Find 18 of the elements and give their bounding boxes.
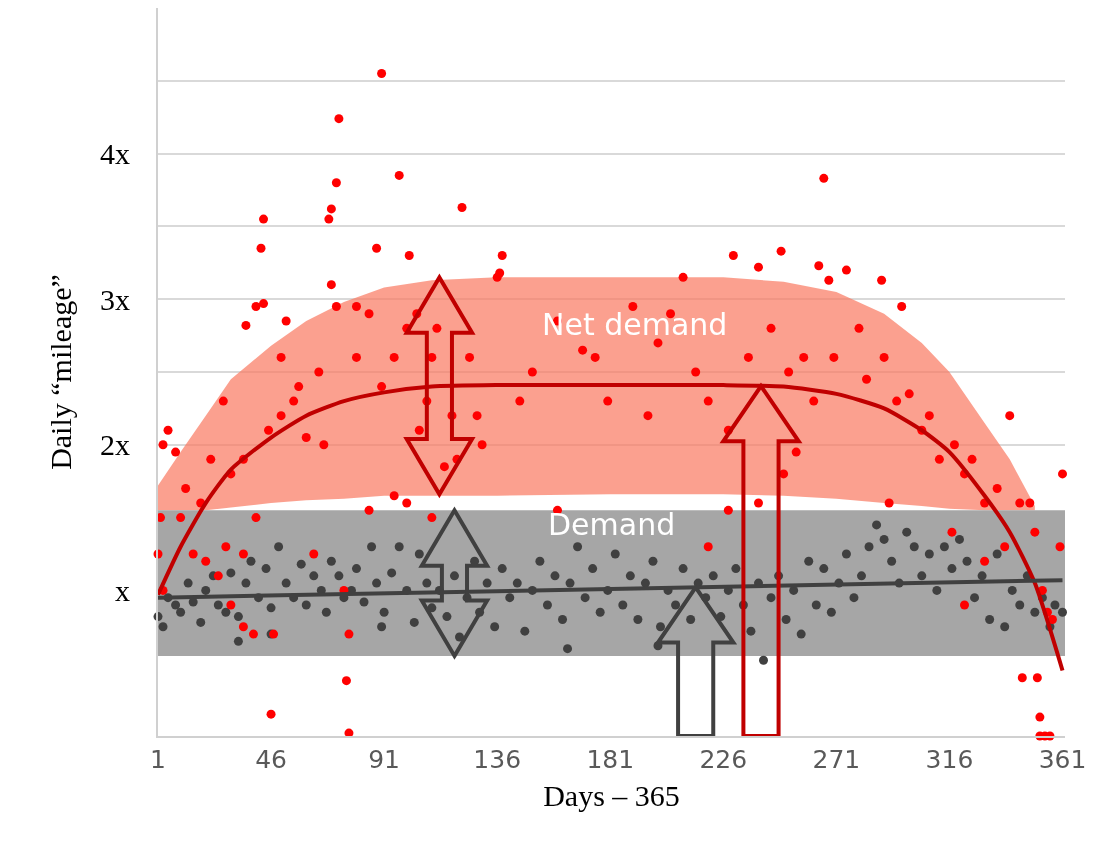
annotation: Net demand xyxy=(542,307,728,342)
x-tick-label: 226 xyxy=(699,745,748,774)
line-series xyxy=(158,383,1065,673)
x-tick-label: 271 xyxy=(812,745,861,774)
x-axis-title: Days – 365 xyxy=(543,779,680,812)
y-tick-label: x xyxy=(115,573,130,607)
x-tick-label: 91 xyxy=(368,745,401,774)
y-axis-title: Daily “mileage” xyxy=(43,274,77,470)
x-tick-label: 361 xyxy=(1038,745,1087,774)
y-tick-label: 2x xyxy=(100,428,130,462)
x-tick-label: 136 xyxy=(473,745,522,774)
x-tick-label: 181 xyxy=(586,745,635,774)
x-tick-label: 316 xyxy=(925,745,974,774)
x-tick-label: 46 xyxy=(255,745,287,774)
band-label: Demand xyxy=(548,507,676,542)
x-tick-label: 1 xyxy=(150,745,166,774)
y-tick-label: 3x xyxy=(100,282,130,316)
y-tick-label: 4x xyxy=(100,137,130,171)
